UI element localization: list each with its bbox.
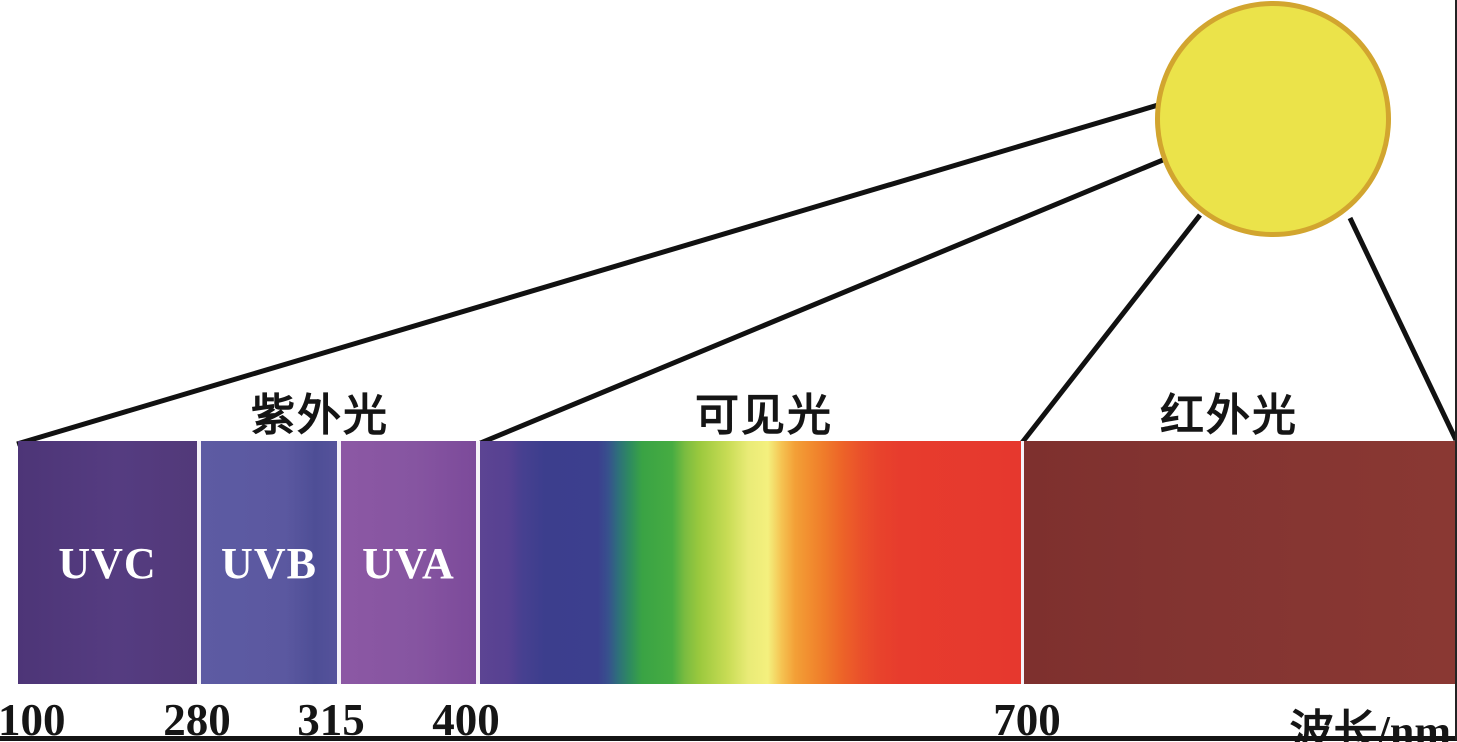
- axis-tick-315: 315: [297, 695, 365, 742]
- sun-ray-to-visible-start-icon: [477, 152, 1176, 447]
- band-infrared: [1024, 441, 1455, 684]
- band-uva: UVA: [341, 441, 476, 684]
- sun-icon: [1155, 1, 1391, 237]
- band-divider: [197, 441, 201, 684]
- band-uva-label: UVA: [362, 539, 455, 588]
- band-divider: [337, 441, 341, 684]
- axis-tick-700: 700: [993, 695, 1061, 742]
- band-uvb: UVB: [201, 441, 337, 684]
- band-divider: [476, 441, 480, 684]
- region-label-infrared: 红外光: [1160, 391, 1298, 440]
- band-visible-spectrum: [480, 441, 1021, 684]
- axis-tick-400: 400: [432, 695, 500, 742]
- right-border-line: [1455, 0, 1457, 740]
- spectrum-bar: UVC UVB UVA: [18, 441, 1455, 684]
- sun-ray-to-right-edge-icon: [1347, 216, 1457, 442]
- band-uvc-label: UVC: [58, 539, 157, 588]
- axis-unit-label: 波长/nm: [1289, 707, 1451, 742]
- sun-ray-to-uv-left-icon: [16, 97, 1176, 447]
- region-label-visible: 可见光: [695, 391, 833, 440]
- bottom-border-line: [0, 736, 1457, 741]
- axis-tick-100: 100: [0, 695, 66, 742]
- sun-ray-to-infrared-start-icon: [1019, 213, 1202, 446]
- band-uvb-label: UVB: [221, 539, 317, 588]
- region-label-ultraviolet: 紫外光: [251, 391, 389, 440]
- band-uvc: UVC: [18, 441, 197, 684]
- band-divider: [1021, 441, 1024, 684]
- axis-tick-280: 280: [163, 695, 231, 742]
